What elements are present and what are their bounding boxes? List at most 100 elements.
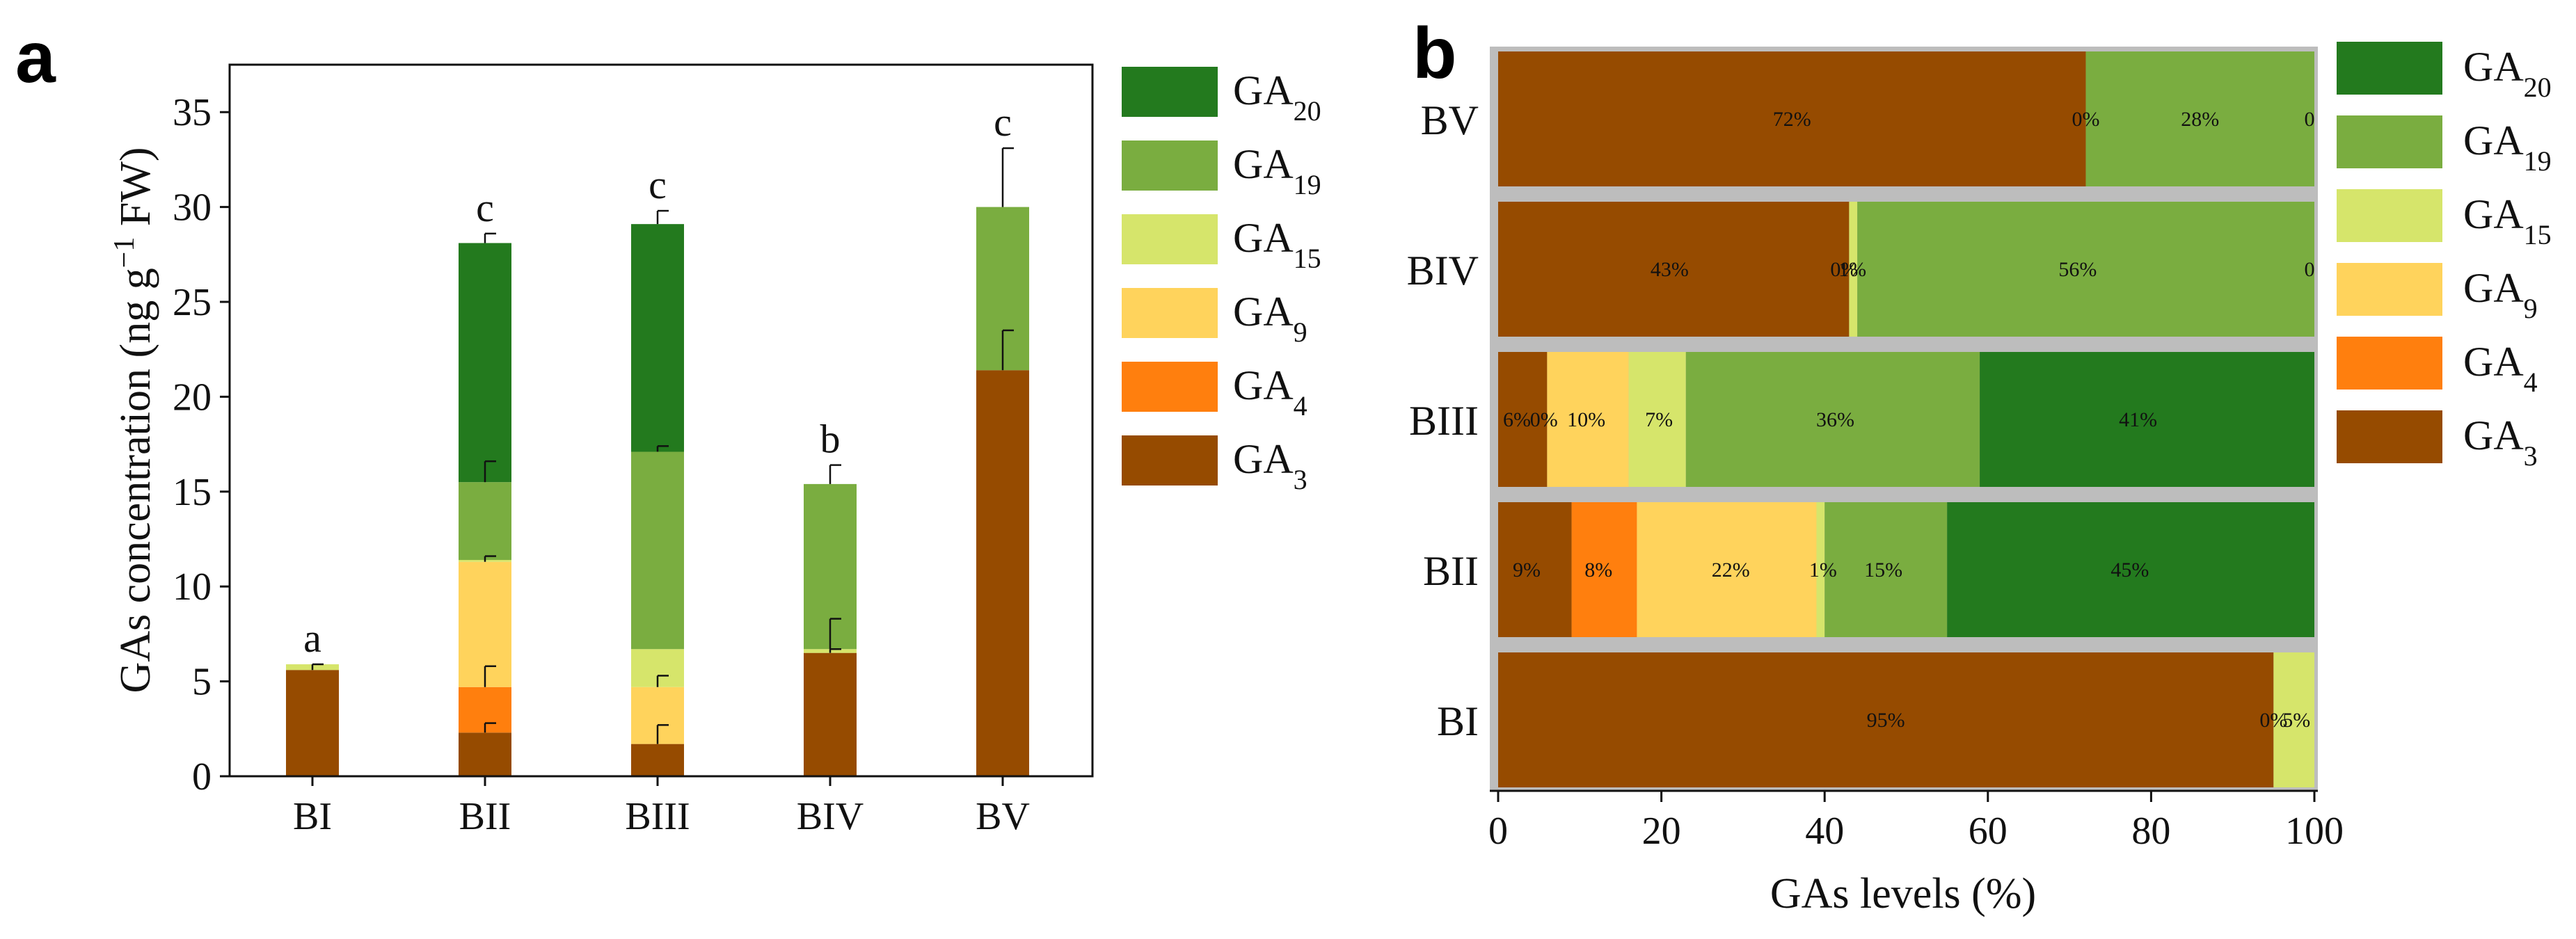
legend-label-ga9: GA9 <box>2463 265 2538 324</box>
legend-swatch-ga4 <box>1122 362 1218 412</box>
y-tick-label-20: 20 <box>173 376 212 419</box>
legend-label-ga20: GA20 <box>1233 67 1321 127</box>
data-label-bv-1: 0% <box>2072 108 2100 131</box>
panel-b: b 72% 0% 28% 043% 0%1% 56% 06%0% 10% 7% 36% 41%9% 8… <box>1407 13 2552 917</box>
legend-swatch-ga19 <box>2337 115 2442 168</box>
x-tick-label-100: 100 <box>2285 810 2344 853</box>
hbar-biii-ga9 <box>1547 352 1629 487</box>
legend-label-ga15: GA15 <box>2463 191 2552 250</box>
legend-swatch-ga15 <box>1122 214 1218 264</box>
error-bar-bii-ga9 <box>484 555 496 562</box>
bar-biii-ga20 <box>631 224 684 452</box>
error-bar-biv-ga19 <box>829 464 841 484</box>
x-tick-label-60: 60 <box>1969 810 2007 853</box>
panel-a-legend: GA20 GA19 GA15 GA9 GA4 GA3 <box>1122 67 1321 495</box>
data-label-bii-0: 9% <box>1513 559 1541 581</box>
y-tick-label-biii: BIII <box>1409 398 1479 444</box>
panel-b-bars <box>1498 51 2314 787</box>
legend-item-ga19: GA19 <box>1122 141 1321 200</box>
hbar-bv-ga3 <box>1498 51 2086 186</box>
legend-item-ga4: GA4 <box>2337 337 2538 398</box>
legend-item-ga3: GA3 <box>2337 410 2538 472</box>
legend-label-ga3: GA3 <box>1233 436 1307 495</box>
y-tick-label-bi: BI <box>1437 698 1479 744</box>
hbar-bi-ga3 <box>1498 652 2274 787</box>
panel-b-label: b <box>1413 13 1457 94</box>
legend-swatch-ga3 <box>1122 435 1218 485</box>
panel-b-data-labels: 72% 0% 28% 043% 0%1% 56% 06%0% 10% 7% 36% 41%9% 8% 2… <box>1503 108 2314 732</box>
hbar-biv-ga3 <box>1498 202 1850 337</box>
legend-swatch-ga9 <box>2337 263 2442 316</box>
legend-item-ga3: GA3 <box>1122 435 1307 495</box>
panel-a: a 0 5 10 15 20 25 30 35 BI BII BIII BIV BV a c c b c GA… <box>15 17 1321 838</box>
legend-swatch-ga3 <box>2337 410 2442 463</box>
legend-label-ga3: GA3 <box>2463 412 2538 472</box>
data-label-bii-3: 1% <box>1809 559 1837 581</box>
legend-swatch-ga9 <box>1122 288 1218 338</box>
legend-item-ga9: GA9 <box>2337 263 2538 324</box>
bar-bii-ga19 <box>459 482 511 561</box>
panel-a-y-axis-title: GAs concentration (ng g−1 FW) <box>109 147 159 693</box>
legend-item-ga20: GA20 <box>1122 67 1321 127</box>
legend-label-ga15: GA15 <box>1233 215 1321 274</box>
data-label-biii-5: 41% <box>2119 408 2157 431</box>
legend-item-ga15: GA15 <box>2337 189 2552 250</box>
legend-swatch-ga15 <box>2337 189 2442 242</box>
legend-swatch-ga20 <box>2337 42 2442 95</box>
legend-item-ga19: GA19 <box>2337 115 2552 177</box>
bar-biv-ga3 <box>804 652 857 776</box>
hbar-bv-ga19 <box>2085 51 2314 186</box>
legend-label-ga9: GA9 <box>1233 289 1307 348</box>
data-label-bv-2: 28% <box>2181 108 2219 131</box>
data-label-biv-3: 56% <box>2058 258 2097 281</box>
error-bar-biii-ga3 <box>656 724 669 744</box>
panel-b-x-axis-title: GAs levels (%) <box>1770 870 2036 917</box>
y-tick-label-biv: BIV <box>1407 248 1479 294</box>
y-tick-label-bv: BV <box>1421 97 1479 143</box>
data-label-biv-2: 1% <box>1838 258 1866 281</box>
error-bar-biv-ga3 <box>829 648 841 653</box>
significance-bii: c <box>476 185 494 230</box>
bar-bi-ga3 <box>286 670 339 776</box>
hbar-bii-ga3 <box>1498 502 1572 637</box>
panel-b-legend: GA20 GA19 GA15 GA9 GA4 GA3 <box>2337 42 2552 472</box>
panel-a-y-axis: 0 5 10 15 20 25 30 35 <box>173 91 230 798</box>
panel-a-label: a <box>15 17 56 98</box>
data-label-bv-0: 72% <box>1773 108 1811 131</box>
error-bar-bv-ga19 <box>1001 147 1014 207</box>
bar-bv-ga3 <box>976 370 1029 776</box>
error-bar-bii-ga20 <box>484 232 496 243</box>
data-label-bv-3: 0 <box>2304 108 2314 131</box>
x-tick-label-bi: BI <box>293 795 332 838</box>
hbar-bi-ga15 <box>2273 652 2314 787</box>
bar-biii-ga19 <box>631 451 684 650</box>
hbar-biii-ga20 <box>1980 352 2314 487</box>
data-label-biii-4: 36% <box>1816 408 1854 431</box>
legend-item-ga4: GA4 <box>1122 362 1307 422</box>
panel-a-bars <box>286 207 1029 776</box>
legend-swatch-ga4 <box>2337 337 2442 390</box>
data-label-biii-2: 10% <box>1567 408 1605 431</box>
y-tick-label-5: 5 <box>192 661 212 704</box>
hbar-biv-ga15 <box>1849 202 1858 337</box>
significance-bv: c <box>994 99 1012 145</box>
data-label-biii-0: 6% <box>1503 408 1531 431</box>
panel-a-significance-letters: a c c b c <box>303 99 1012 661</box>
legend-label-ga19: GA19 <box>2463 118 2552 177</box>
error-bar-bv-ga3 <box>1001 329 1014 371</box>
data-label-bii-4: 15% <box>1864 559 1902 581</box>
y-tick-label-25: 25 <box>173 281 212 324</box>
data-label-bi-0: 95% <box>1867 709 1905 732</box>
hbar-bii-ga20 <box>1947 502 2314 637</box>
hbar-bii-ga9 <box>1637 502 1817 637</box>
data-label-biv-0: 43% <box>1651 258 1689 281</box>
legend-swatch-ga20 <box>1122 67 1218 117</box>
data-label-biii-1: 0% <box>1530 408 1558 431</box>
legend-label-ga4: GA4 <box>1233 362 1307 422</box>
hbar-bii-ga19 <box>1824 502 1948 637</box>
hbar-biii-ga3 <box>1498 352 1548 487</box>
x-tick-label-80: 80 <box>2131 810 2170 853</box>
error-bar-biii-ga20 <box>656 209 669 225</box>
error-bar-bi-ga3 <box>311 663 324 671</box>
y-tick-label-30: 30 <box>173 186 212 230</box>
